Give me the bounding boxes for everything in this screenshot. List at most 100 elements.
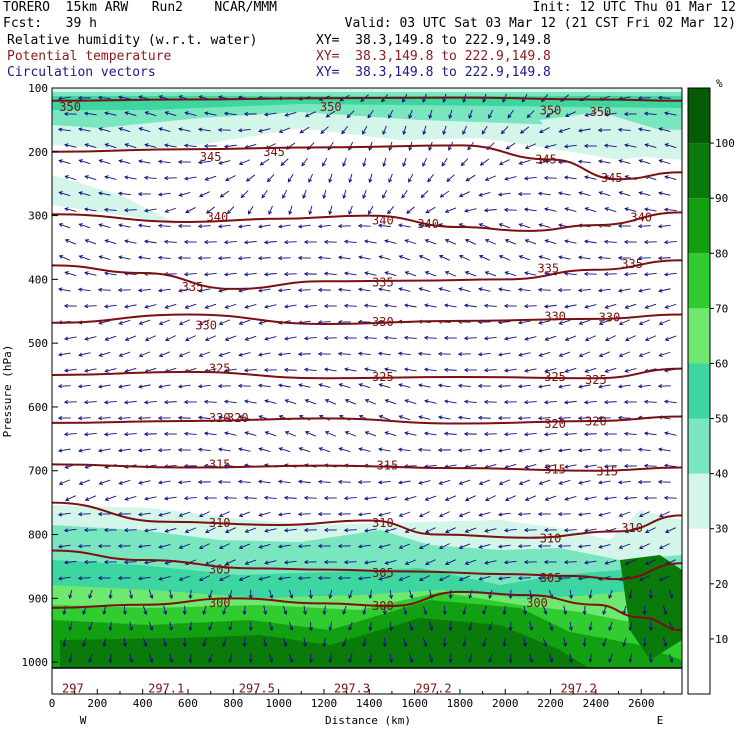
vector-arrow xyxy=(183,143,197,148)
vector-arrow xyxy=(158,319,171,325)
vector-arrow xyxy=(97,287,111,292)
vector-arrow xyxy=(337,351,351,356)
vector-arrow xyxy=(98,223,111,228)
vector-arrow xyxy=(177,447,191,453)
vector-arrow xyxy=(343,303,357,308)
theta-label: 330 xyxy=(372,315,394,329)
vector-arrow xyxy=(479,158,490,166)
vector-arrow xyxy=(83,304,97,309)
vector-arrow xyxy=(642,605,647,616)
vector-arrow xyxy=(518,255,531,261)
vector-arrow xyxy=(63,528,77,533)
vector-arrow xyxy=(444,495,457,501)
vector-arrow xyxy=(463,431,477,437)
colorbar-label: 80 xyxy=(715,247,728,260)
vector-arrow xyxy=(529,653,534,664)
colorbar-segment xyxy=(688,473,710,529)
vector-arrow xyxy=(468,653,473,663)
vector-arrow xyxy=(497,384,511,389)
vector-arrow xyxy=(397,447,411,452)
vector-arrow xyxy=(544,144,557,149)
vector-arrow xyxy=(537,384,551,389)
vector-arrow xyxy=(517,512,531,517)
vector-arrow xyxy=(97,511,111,517)
theta-label: 340 xyxy=(207,210,229,224)
vector-arrow xyxy=(637,224,651,229)
vector-arrow xyxy=(238,352,251,357)
vector-arrow xyxy=(337,512,351,517)
y-tick-label: 800 xyxy=(28,529,48,542)
vector-arrow xyxy=(238,415,251,420)
vector-arrow xyxy=(342,189,347,200)
vector-arrow xyxy=(483,368,497,373)
vector-arrow xyxy=(557,448,571,453)
vector-arrow xyxy=(323,303,337,309)
theta-contour-335 xyxy=(52,259,682,290)
vector-arrow xyxy=(243,272,257,277)
vector-arrow xyxy=(163,637,168,648)
vector-arrow xyxy=(517,416,531,421)
vector-arrow xyxy=(64,143,77,148)
vector-arrow xyxy=(157,223,171,228)
vector-arrow xyxy=(617,415,631,420)
vector-arrow xyxy=(408,621,414,631)
vector-arrow xyxy=(398,287,411,292)
vector-arrow xyxy=(624,207,637,212)
vector-arrow xyxy=(618,288,631,293)
vector-arrow xyxy=(664,143,677,149)
vector-arrow xyxy=(283,367,297,372)
vector-arrow xyxy=(164,143,177,148)
vector-arrow xyxy=(643,495,657,501)
theta-label: 325 xyxy=(544,370,566,384)
vector-arrow xyxy=(148,621,154,631)
vector-arrow xyxy=(258,576,271,581)
vector-arrow xyxy=(468,621,473,631)
vector-arrow xyxy=(84,239,97,245)
vector-arrow xyxy=(238,319,251,325)
vector-arrow xyxy=(237,128,251,133)
theta-contour-350 xyxy=(52,96,682,102)
vector-arrow xyxy=(218,319,231,325)
theta-contour-305 xyxy=(52,549,682,581)
vector-arrow xyxy=(583,143,597,149)
vector-arrow xyxy=(103,271,117,276)
vector-arrow xyxy=(158,127,171,133)
vector-arrow xyxy=(143,239,157,244)
theta-label: 330 xyxy=(195,318,217,332)
vector-arrow xyxy=(543,400,557,405)
vector-arrow xyxy=(163,605,168,616)
vector-arrow xyxy=(448,109,453,120)
vector-arrow xyxy=(404,399,417,405)
vector-arrow xyxy=(163,176,177,181)
vector-arrow xyxy=(177,255,191,261)
x-tick-label: 2200 xyxy=(537,697,564,710)
vector-arrow xyxy=(183,399,197,405)
vector-arrow xyxy=(218,575,230,582)
vector-arrow xyxy=(82,637,87,647)
vector-arrow xyxy=(268,205,273,215)
vector-arrow xyxy=(143,432,157,437)
vector-arrow xyxy=(157,159,171,164)
vector-arrow xyxy=(643,463,657,468)
vector-arrow xyxy=(558,384,571,389)
vector-arrow xyxy=(62,637,67,648)
vector-arrow xyxy=(388,621,393,632)
vector-arrow xyxy=(84,368,97,373)
vector-arrow xyxy=(444,559,456,566)
vector-arrow xyxy=(157,480,171,485)
theta-label: 310 xyxy=(372,516,394,530)
vector-arrow xyxy=(564,495,577,501)
vector-arrow xyxy=(224,559,236,566)
vector-arrow xyxy=(259,158,270,166)
vector-arrow xyxy=(118,351,131,357)
vector-arrow xyxy=(504,239,517,245)
theta-label: 335 xyxy=(621,257,643,271)
vector-arrow xyxy=(117,191,131,196)
vector-arrow xyxy=(197,256,211,261)
colorbar-label: 30 xyxy=(715,523,728,536)
vector-arrow xyxy=(503,368,517,373)
vector-arrow xyxy=(288,205,293,215)
vector-arrow xyxy=(584,496,597,501)
vector-arrow xyxy=(603,112,617,117)
